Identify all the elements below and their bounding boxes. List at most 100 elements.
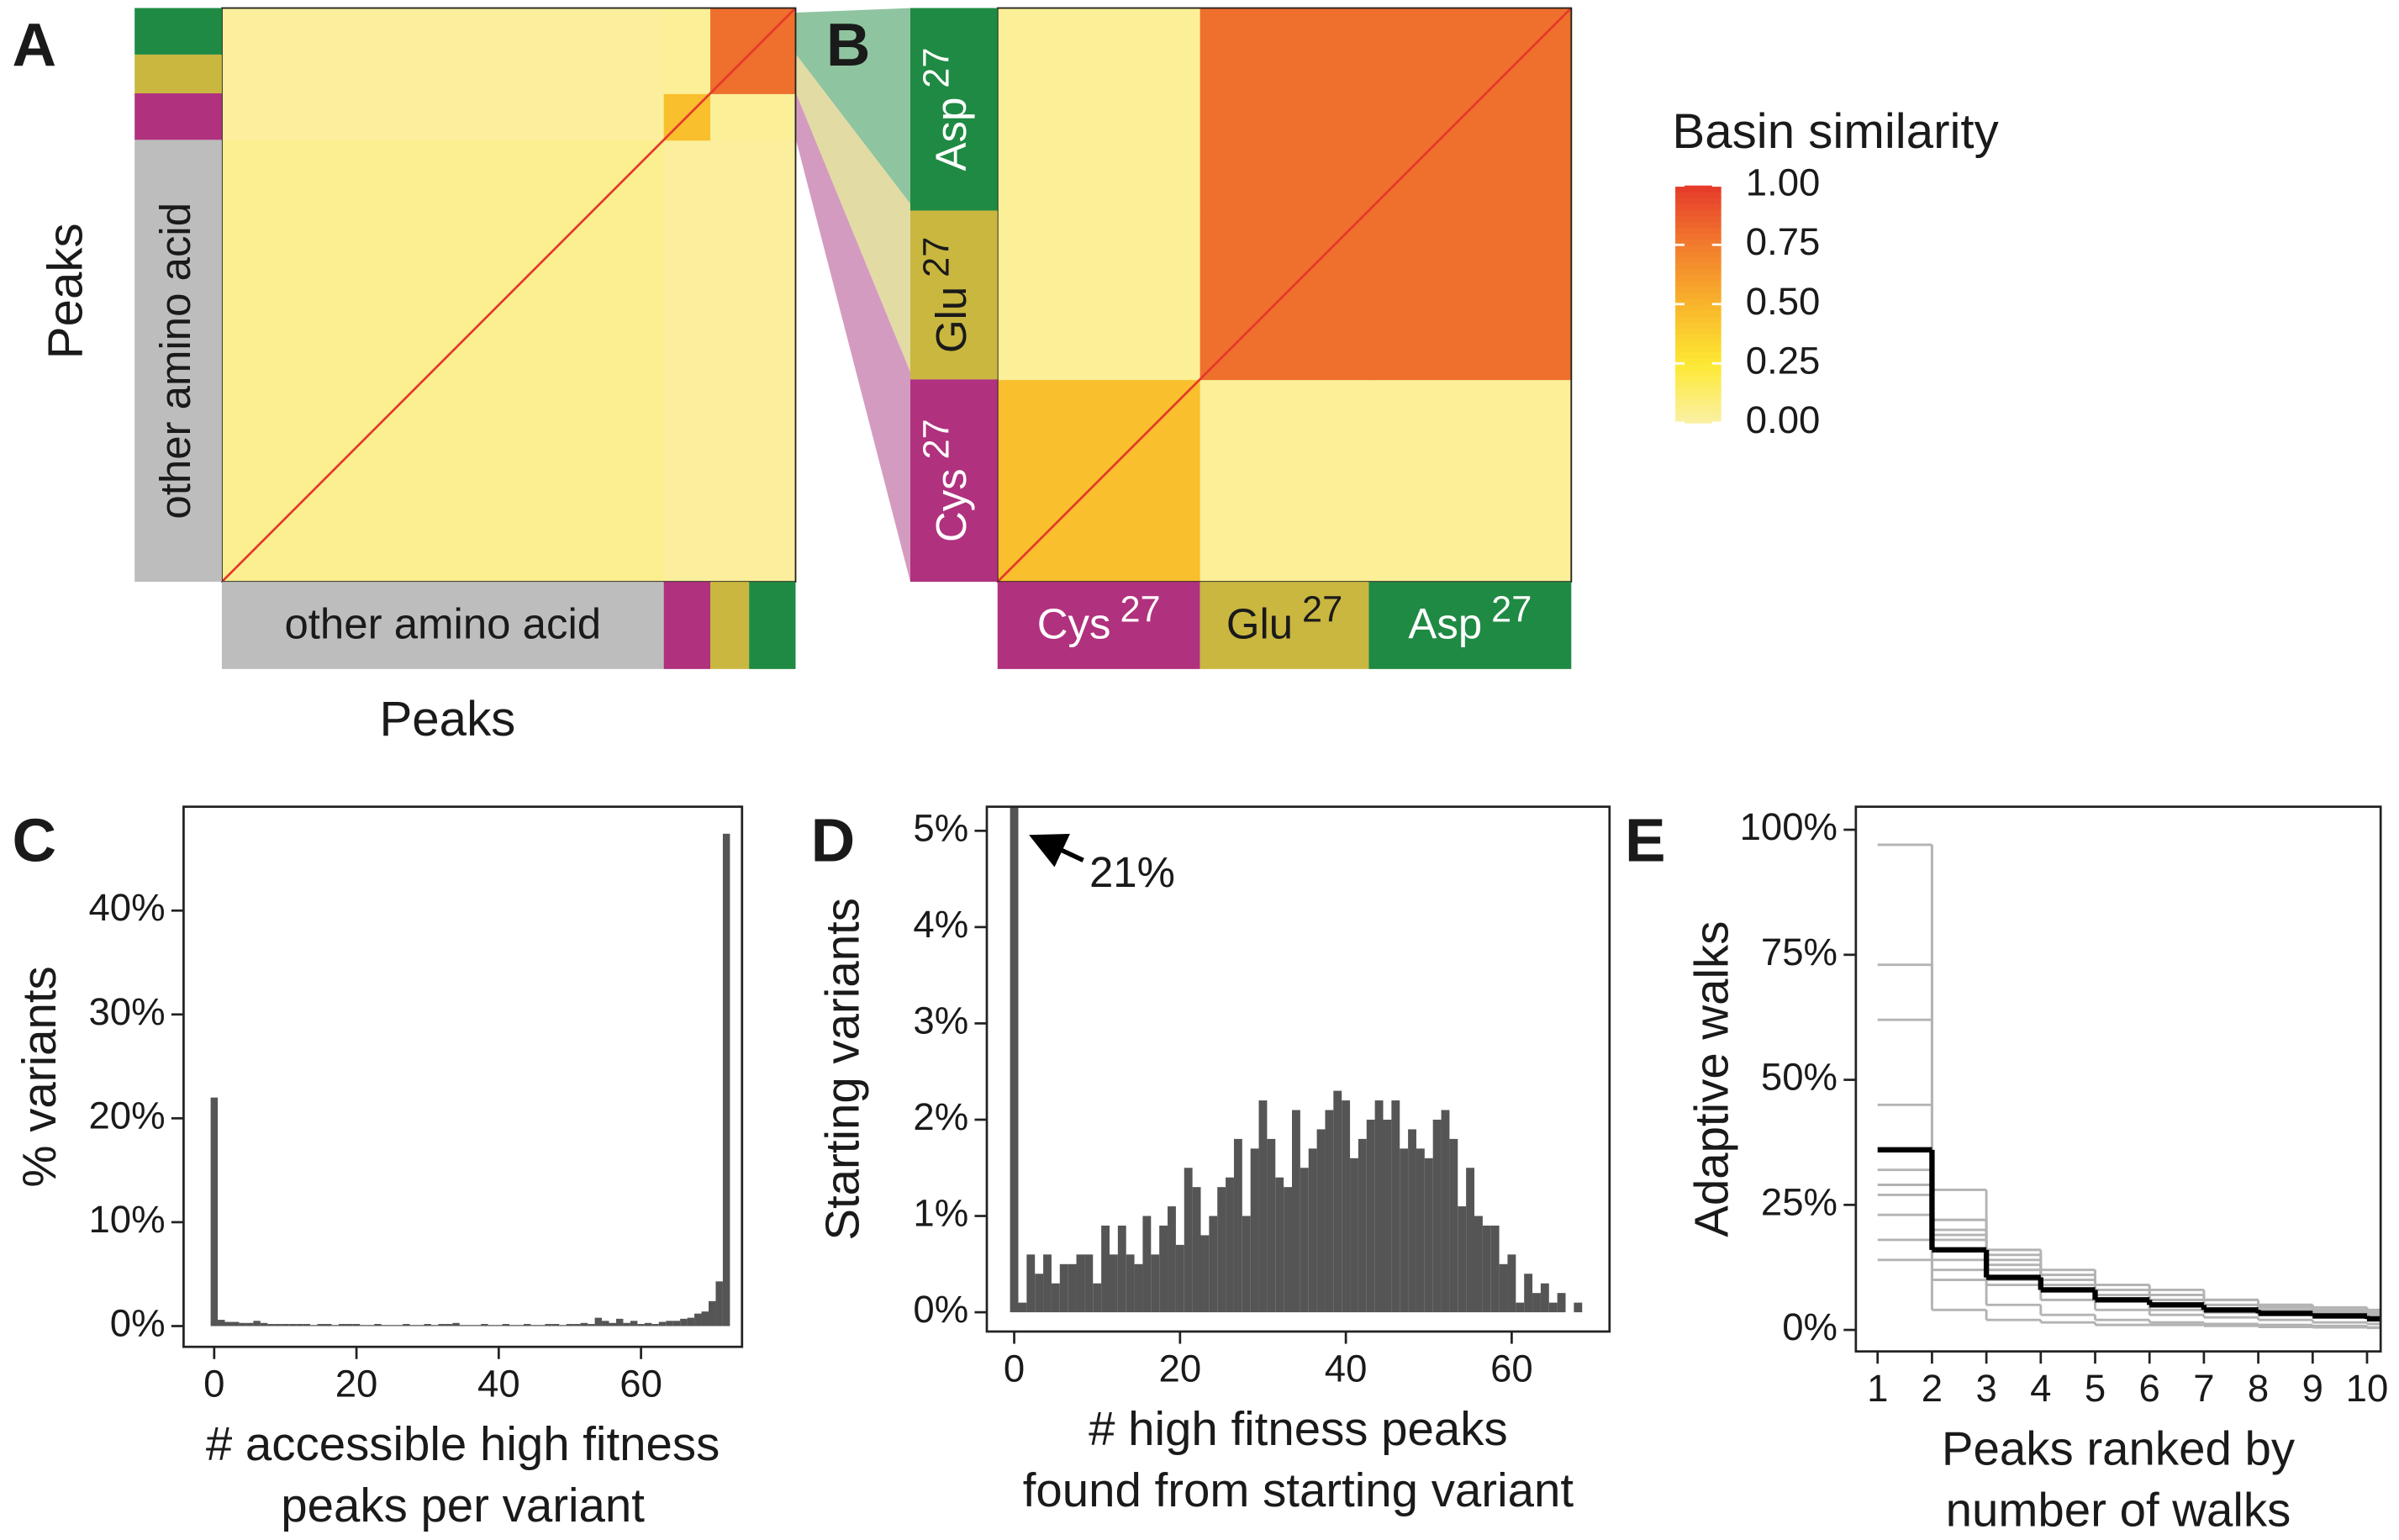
colorbar-segment [1675, 309, 1721, 317]
colorbar-segment [1675, 327, 1721, 335]
colorbar-segment [1675, 280, 1721, 287]
group-name: other amino acid [151, 203, 199, 519]
colorbar-segment [1675, 387, 1721, 394]
histogram-bar [324, 1324, 332, 1326]
histogram-bar [1101, 1225, 1110, 1313]
group-label: Cys 27 [917, 419, 975, 542]
colorbar-segment [1675, 245, 1721, 252]
histogram-bar [630, 1321, 638, 1326]
histogram-bar [1035, 1274, 1044, 1313]
colorbar-segment [1675, 393, 1721, 400]
histogram-bar [1400, 1148, 1409, 1313]
histogram-bar [651, 1324, 659, 1326]
heatmap-cell [221, 54, 665, 94]
histogram-bar [1159, 1225, 1168, 1313]
histogram-bar [1441, 1110, 1450, 1313]
colorbar-segment [1675, 227, 1721, 235]
group-bar [134, 140, 222, 583]
histogram-bar [459, 1325, 467, 1326]
group-name: Cys [927, 468, 975, 542]
x-axis-label: found from starting variant [1023, 1464, 1574, 1516]
group-superscript: 27 [917, 48, 957, 88]
histogram-bar [1424, 1158, 1433, 1313]
histogram-bar [516, 1325, 524, 1326]
histogram-bar [445, 1324, 453, 1326]
group-name: Asp [1408, 600, 1482, 648]
histogram-bar [701, 1311, 709, 1326]
group-name: Glu [927, 287, 975, 353]
histogram-bar [1548, 1302, 1558, 1313]
histogram-bar [1432, 1119, 1442, 1313]
histogram-bar [694, 1313, 702, 1326]
histogram-bar [253, 1321, 261, 1326]
histogram-bar [680, 1318, 688, 1326]
colorbar-segment [1675, 298, 1721, 305]
histogram-bar [1217, 1187, 1226, 1313]
panel-label: E [1625, 806, 1666, 874]
histogram-bar [481, 1324, 488, 1326]
histogram-bar [1084, 1254, 1094, 1313]
histogram-bar [551, 1324, 560, 1326]
histogram-bar [545, 1324, 552, 1326]
histogram-bar [537, 1325, 546, 1326]
histogram-bar [588, 1324, 595, 1326]
y-tick-label: 50% [1761, 1056, 1837, 1099]
histogram-bar [1175, 1244, 1184, 1313]
colorbar-segment [1675, 292, 1721, 299]
panel-label: B [826, 11, 871, 79]
histogram-bar [231, 1321, 240, 1326]
histogram-bar [523, 1324, 531, 1326]
heatmap-diagonal [220, 7, 797, 583]
x-tick-label: 8 [2248, 1367, 2269, 1410]
colorbar-segment [1675, 363, 1721, 371]
colorbar-segment [1675, 416, 1721, 424]
histogram-bar [1532, 1293, 1541, 1313]
x-tick-label: 1 [1867, 1367, 1888, 1410]
histogram-bar [1499, 1263, 1508, 1313]
plot-area [210, 833, 730, 1326]
histogram-bar [338, 1324, 346, 1326]
histogram-bar [615, 1318, 624, 1326]
y-tick-label: 75% [1761, 931, 1837, 973]
plot-area [1877, 843, 2381, 1330]
heatmap-cell [749, 140, 797, 583]
colorbar-segment [1675, 369, 1721, 377]
histogram-bar [267, 1324, 275, 1326]
group-bar [1200, 582, 1369, 669]
colorbar-segment [1675, 410, 1721, 418]
histogram-bar [331, 1325, 339, 1326]
histogram-bar [488, 1325, 496, 1326]
histogram-bar [1574, 1302, 1583, 1313]
group-bar [1368, 582, 1572, 669]
heatmap-cell [663, 54, 711, 94]
group-bar [910, 8, 998, 211]
colorbar-tick-label: 1.00 [1746, 161, 1821, 204]
colorbar-segment [1675, 221, 1721, 228]
colorbar-segment [1675, 357, 1721, 365]
histogram-bar [1109, 1254, 1118, 1313]
connector [795, 54, 910, 372]
histogram-bar [1093, 1283, 1102, 1313]
histogram-bar [672, 1321, 681, 1326]
heatmap-cell [749, 54, 797, 94]
histogram-bar [559, 1325, 567, 1326]
colorbar-segment [1675, 274, 1721, 282]
heatmap-cell [663, 8, 711, 55]
histogram-bar [282, 1324, 289, 1326]
heatmap-cell [710, 93, 751, 141]
histogram-bar [381, 1325, 389, 1326]
x-tick-label: 4 [2030, 1367, 2051, 1410]
colorbar-segment [1675, 191, 1721, 198]
group-label: other amino acid [284, 600, 601, 648]
histogram-bar [502, 1324, 510, 1326]
x-tick-label: 40 [477, 1363, 520, 1406]
histogram-bar [1466, 1168, 1475, 1313]
x-tick-label: 60 [1490, 1347, 1533, 1390]
histogram-bar [417, 1325, 424, 1326]
histogram-bar [1258, 1100, 1268, 1313]
y-tick-label: 10% [88, 1198, 165, 1241]
histogram-bar [1458, 1206, 1467, 1313]
histogram-bar [1151, 1254, 1160, 1313]
